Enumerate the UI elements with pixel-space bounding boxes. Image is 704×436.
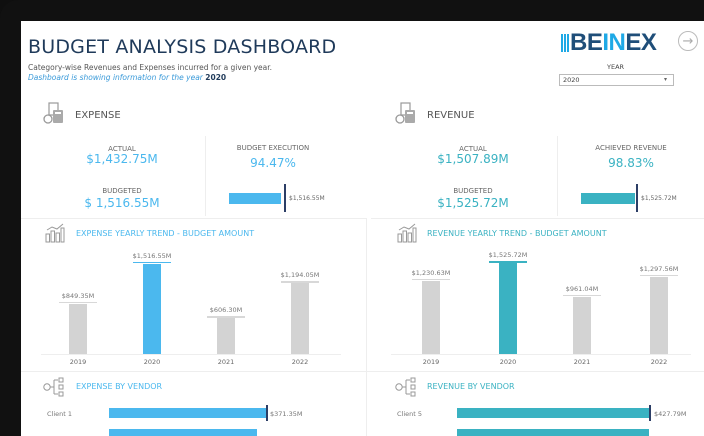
expense-vendor-title: EXPENSE BY VENDOR [76, 382, 163, 391]
calculator-icon [395, 102, 415, 124]
bar-chart-icon [45, 223, 65, 243]
x-tick-label: 2019 [422, 358, 440, 366]
expense-actual-value: $1,432.75M [86, 152, 158, 166]
trend-reference-line [412, 278, 450, 281]
trend-reference-line [563, 294, 601, 297]
trend-bar-label: $1,297.56M [639, 264, 679, 273]
expense-vendor-label: Client 1 [47, 410, 73, 418]
x-tick-label: 2022 [650, 358, 668, 366]
expense-vendor-bar [109, 429, 257, 436]
calculator-icon [43, 102, 63, 124]
trend-bar-label: $1,525.72M [488, 251, 528, 260]
divider [366, 218, 367, 436]
expense-vendor-marker [266, 405, 268, 421]
revenue-vendor-marker [649, 405, 651, 421]
revenue-execution-value: 98.83% [608, 156, 654, 170]
page-title: BUDGET ANALYSIS DASHBOARD [28, 36, 337, 58]
expense-target-marker [284, 184, 286, 212]
logo-text-3: EX [625, 29, 657, 56]
expense-trend-title: EXPENSE YEARLY TREND - BUDGET AMOUNT [76, 229, 255, 238]
year-info-value: 2020 [205, 73, 227, 82]
revenue-vendor-label: Client 5 [397, 410, 423, 418]
expense-section-title: EXPENSE [75, 110, 121, 121]
x-tick-label: 2022 [291, 358, 309, 366]
trend-reference-line [640, 274, 678, 277]
arrow-right-circle-icon[interactable]: → [678, 31, 698, 51]
year-filter-label: YEAR [607, 63, 625, 71]
revenue-execution-label: ACHIEVED REVENUE [595, 144, 667, 152]
revenue-vendor-bar [457, 429, 649, 436]
trend-bar-label: $1,194.05M [280, 271, 320, 280]
year-select[interactable]: 2020 ▾ [559, 74, 674, 86]
revenue-actual-label: ACTUAL [459, 145, 487, 153]
trend-bar-label: $1,230.63M [411, 268, 451, 277]
expense-execution-bar [229, 193, 281, 204]
divider [371, 218, 704, 219]
trend-bar-label: $606.30M [209, 306, 243, 314]
expense-target-label: $1,516.55M [289, 195, 325, 202]
x-tick-label: 2020 [143, 358, 161, 366]
trend-bar-2020[interactable] [143, 263, 161, 354]
revenue-vendor-title: REVENUE BY VENDOR [427, 382, 515, 391]
revenue-target-marker [636, 184, 638, 212]
revenue-execution-bar [581, 193, 636, 204]
trend-bar-2022[interactable] [291, 283, 309, 354]
trend-reference-line [59, 301, 97, 304]
trend-bar-2020[interactable] [499, 263, 517, 354]
logo-text-1: BE [570, 29, 603, 56]
revenue-budgeted-value: $1,525.72M [437, 196, 509, 210]
trend-bar-label: $849.35M [61, 291, 95, 300]
trend-reference-line [207, 316, 245, 318]
expense-execution-value: 94.47% [250, 156, 296, 170]
revenue-target-label: $1,525.72M [641, 195, 677, 202]
year-info-text: Dashboard is showing information for the… [28, 73, 203, 82]
x-axis [41, 354, 341, 355]
expense-execution-label: BUDGET EXECUTION [236, 144, 310, 152]
x-tick-label: 2021 [217, 358, 235, 366]
trend-bar-2021[interactable] [573, 296, 591, 354]
page-subtitle: Category-wise Revenues and Expenses incu… [28, 63, 273, 72]
logo-text-2: IN [602, 29, 626, 56]
divider [557, 136, 558, 216]
divider [21, 371, 704, 372]
x-tick-label: 2020 [499, 358, 517, 366]
hierarchy-icon [395, 377, 416, 397]
revenue-vendor-value: $427.79M [654, 410, 687, 418]
x-tick-label: 2021 [573, 358, 591, 366]
divider [205, 136, 206, 216]
revenue-vendor-bar [457, 408, 649, 418]
trend-reference-line [489, 261, 527, 263]
trend-bar-2019[interactable] [422, 280, 440, 354]
trend-bar-2022[interactable] [650, 276, 668, 354]
logo-grid-icon [561, 34, 569, 52]
year-info: Dashboard is showing information for the… [28, 73, 226, 82]
expense-actual-label: ACTUAL [108, 145, 136, 153]
revenue-section-title: REVENUE [427, 110, 475, 121]
trend-bar-label: $961.04M [565, 284, 599, 293]
expense-vendor-bar [109, 408, 266, 418]
chevron-down-icon: ▾ [663, 76, 667, 83]
trend-reference-line [133, 261, 171, 264]
year-select-value: 2020 [563, 76, 580, 84]
expense-budgeted-value: $ 1,516.55M [84, 196, 160, 210]
revenue-trend-title: REVENUE YEARLY TREND - BUDGET AMOUNT [427, 229, 607, 238]
trend-bar-2021[interactable] [217, 318, 235, 354]
revenue-actual-value: $1,507.89M [437, 152, 509, 166]
dashboard-page: BUDGET ANALYSIS DASHBOARD Category-wise … [21, 21, 704, 436]
expense-vendor-value: $371.35M [270, 410, 303, 418]
x-tick-label: 2019 [69, 358, 87, 366]
beinex-logo: BEINEX [561, 29, 657, 57]
bar-chart-icon [397, 223, 417, 243]
revenue-budgeted-label: BUDGETED [453, 187, 493, 195]
expense-budgeted-label: BUDGETED [102, 187, 142, 195]
divider [21, 218, 366, 219]
x-axis [391, 354, 691, 355]
hierarchy-icon [43, 377, 64, 397]
trend-bar-label: $1,516.55M [132, 251, 172, 260]
trend-reference-line [281, 281, 319, 283]
trend-bar-2019[interactable] [69, 303, 87, 354]
